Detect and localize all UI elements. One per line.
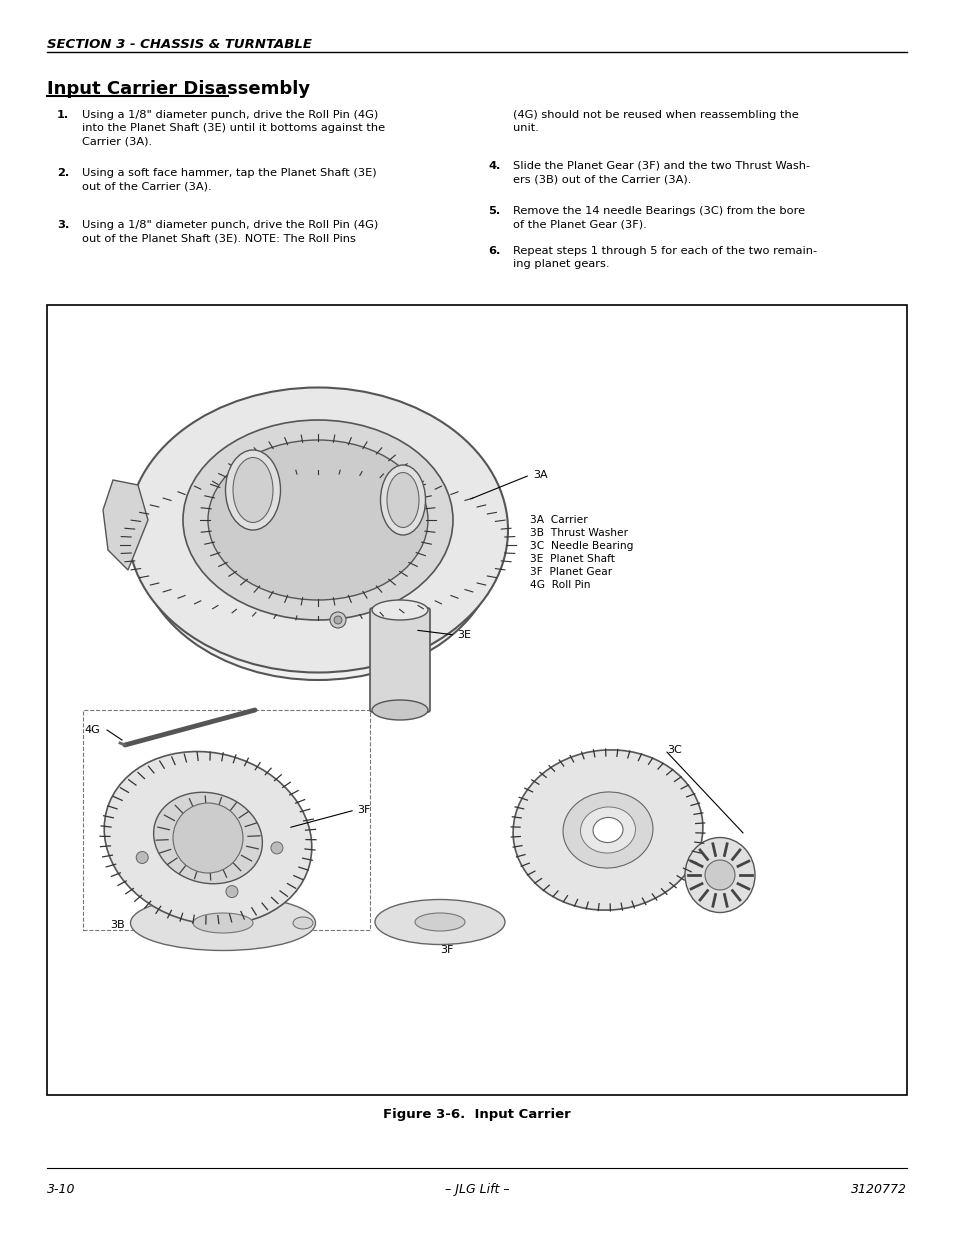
Text: Figure 3-6.  Input Carrier: Figure 3-6. Input Carrier bbox=[383, 1108, 570, 1121]
Text: Using a soft face hammer, tap the Planet Shaft (3E)
out of the Carrier (3A).: Using a soft face hammer, tap the Planet… bbox=[82, 168, 376, 191]
Text: 2.: 2. bbox=[57, 168, 70, 178]
Bar bbox=[83, 710, 370, 930]
Text: 4G  Roll Pin: 4G Roll Pin bbox=[530, 580, 590, 590]
Ellipse shape bbox=[293, 918, 313, 929]
Text: 3B: 3B bbox=[110, 920, 125, 930]
Text: 3120772: 3120772 bbox=[850, 1183, 906, 1195]
Polygon shape bbox=[103, 480, 148, 571]
Circle shape bbox=[136, 851, 148, 863]
Text: 3A  Carrier: 3A Carrier bbox=[530, 515, 587, 525]
Ellipse shape bbox=[128, 388, 507, 673]
Circle shape bbox=[704, 860, 734, 890]
Text: SECTION 3 - CHASSIS & TURNTABLE: SECTION 3 - CHASSIS & TURNTABLE bbox=[47, 38, 312, 51]
Ellipse shape bbox=[562, 792, 652, 868]
Text: 3F  Planet Gear: 3F Planet Gear bbox=[530, 567, 612, 577]
Text: 5.: 5. bbox=[488, 206, 499, 216]
Ellipse shape bbox=[513, 750, 702, 910]
Text: 3-10: 3-10 bbox=[47, 1183, 75, 1195]
Ellipse shape bbox=[104, 752, 312, 925]
Text: – JLG Lift –: – JLG Lift – bbox=[444, 1183, 509, 1195]
Text: 3.: 3. bbox=[57, 220, 70, 230]
Circle shape bbox=[334, 616, 341, 624]
Text: Using a 1/8" diameter punch, drive the Roll Pin (4G)
into the Planet Shaft (3E) : Using a 1/8" diameter punch, drive the R… bbox=[82, 110, 385, 147]
Text: Using a 1/8" diameter punch, drive the Roll Pin (4G)
out of the Planet Shaft (3E: Using a 1/8" diameter punch, drive the R… bbox=[82, 220, 377, 243]
Ellipse shape bbox=[684, 837, 754, 913]
Text: Repeat steps 1 through 5 for each of the two remain-
ing planet gears.: Repeat steps 1 through 5 for each of the… bbox=[513, 246, 817, 269]
FancyBboxPatch shape bbox=[370, 608, 430, 713]
Text: 1.: 1. bbox=[57, 110, 70, 120]
Ellipse shape bbox=[375, 899, 504, 945]
Text: 3C  Needle Bearing: 3C Needle Bearing bbox=[530, 541, 633, 551]
Ellipse shape bbox=[138, 410, 497, 680]
Text: 4.: 4. bbox=[488, 161, 500, 170]
Ellipse shape bbox=[415, 913, 464, 931]
Text: 3F: 3F bbox=[356, 805, 370, 815]
Text: 4G: 4G bbox=[84, 725, 100, 735]
Ellipse shape bbox=[208, 440, 428, 600]
Ellipse shape bbox=[225, 450, 280, 530]
Ellipse shape bbox=[372, 600, 428, 620]
Ellipse shape bbox=[183, 420, 453, 620]
Text: 3B  Thrust Washer: 3B Thrust Washer bbox=[530, 529, 627, 538]
Text: 3E: 3E bbox=[456, 630, 471, 640]
Circle shape bbox=[330, 613, 346, 629]
Ellipse shape bbox=[372, 700, 428, 720]
Ellipse shape bbox=[580, 806, 635, 853]
Ellipse shape bbox=[387, 473, 418, 527]
Ellipse shape bbox=[193, 913, 253, 932]
Ellipse shape bbox=[233, 457, 273, 522]
Text: 3E  Planet Shaft: 3E Planet Shaft bbox=[530, 555, 615, 564]
Circle shape bbox=[271, 842, 283, 853]
Ellipse shape bbox=[380, 466, 425, 535]
Text: Slide the Planet Gear (3F) and the two Thrust Wash-
ers (3B) out of the Carrier : Slide the Planet Gear (3F) and the two T… bbox=[513, 161, 809, 184]
Text: (4G) should not be reused when reassembling the
unit.: (4G) should not be reused when reassembl… bbox=[513, 110, 798, 133]
Ellipse shape bbox=[153, 793, 262, 884]
Text: Remove the 14 needle Bearings (3C) from the bore
of the Planet Gear (3F).: Remove the 14 needle Bearings (3C) from … bbox=[513, 206, 804, 230]
Bar bbox=[47, 305, 906, 1095]
Text: 3F: 3F bbox=[439, 945, 453, 955]
Circle shape bbox=[226, 885, 237, 898]
Text: 3A: 3A bbox=[533, 471, 547, 480]
Ellipse shape bbox=[131, 895, 315, 951]
Text: 6.: 6. bbox=[488, 246, 500, 256]
Text: Input Carrier Disassembly: Input Carrier Disassembly bbox=[47, 80, 310, 98]
Ellipse shape bbox=[593, 818, 622, 842]
Text: 3C: 3C bbox=[666, 745, 681, 755]
Circle shape bbox=[172, 803, 243, 873]
